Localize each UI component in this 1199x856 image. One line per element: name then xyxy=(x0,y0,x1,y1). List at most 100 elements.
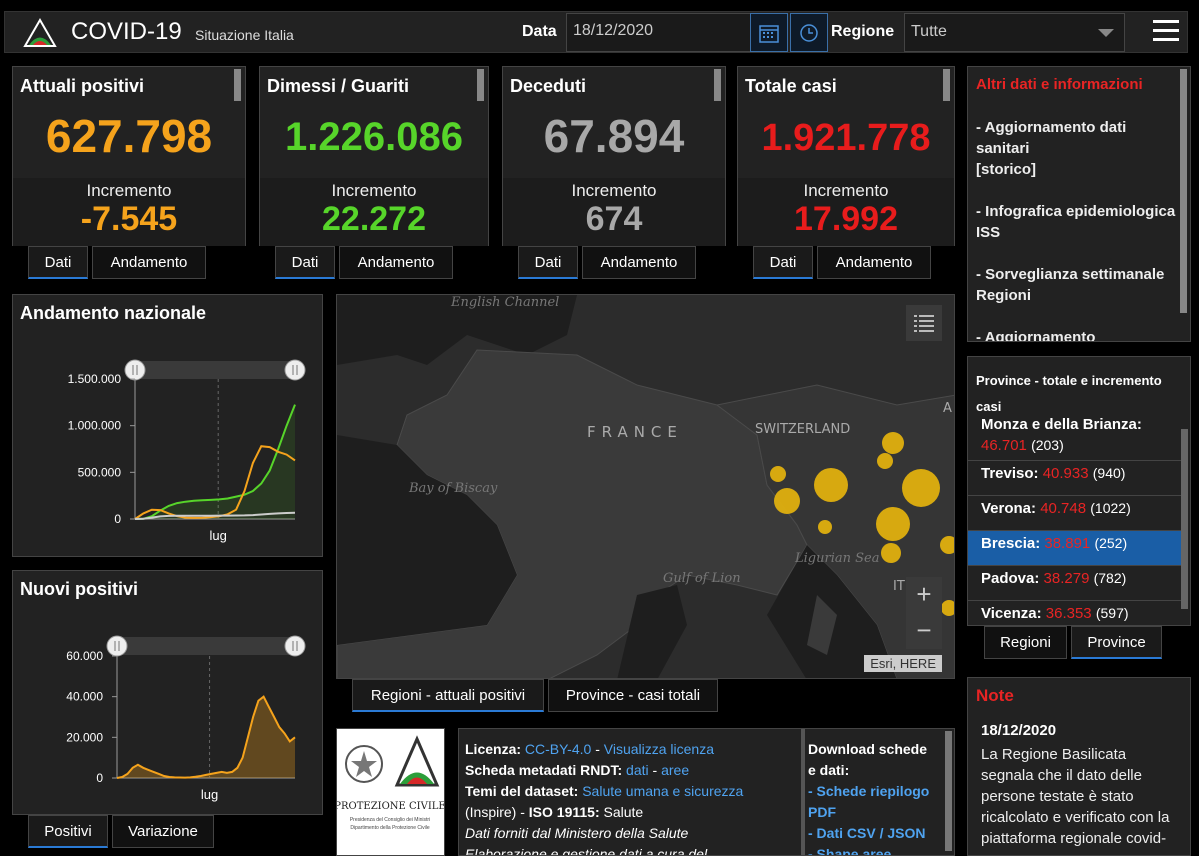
card-increment-value: 22.272 xyxy=(322,200,426,238)
tab-province-casi-totali[interactable]: Province - casi totali xyxy=(548,679,718,712)
y-tick-label: 500.000 xyxy=(78,465,122,479)
map-view[interactable]: English Channel FRANCE SWITZERLAND Bay o… xyxy=(336,294,955,679)
card-title: Attuali positivi xyxy=(20,76,145,96)
tab-andamento[interactable]: Andamento xyxy=(817,246,931,279)
y-tick-label: 1.500.000 xyxy=(68,372,122,386)
list-item[interactable]: Monza e della Brianza: 46.701 (203) xyxy=(968,413,1181,461)
calendar-button[interactable] xyxy=(750,13,788,52)
map-bubble xyxy=(876,507,910,541)
region-label: Regione xyxy=(831,23,895,40)
card-increment-value: 674 xyxy=(585,200,643,238)
nuovi-positivi-chart[interactable]: 60.000 40.000 20.000 0 lug xyxy=(13,571,324,816)
map-layers-button[interactable] xyxy=(906,305,942,341)
card-increment-label: Incremento xyxy=(803,181,889,200)
tab-dati[interactable]: Dati xyxy=(518,246,578,279)
card-scrollbar[interactable] xyxy=(477,69,484,101)
card-title: Dimessi / Guariti xyxy=(267,76,410,96)
app-subtitle: Situazione Italia xyxy=(195,27,294,43)
download-title: Download schede e dati: xyxy=(808,741,928,778)
temi-link[interactable]: Salute umana e sicurezza xyxy=(582,783,744,799)
series-area xyxy=(117,696,295,778)
tab-andamento[interactable]: Andamento xyxy=(582,246,696,279)
protezione-civile-logo-icon xyxy=(23,18,57,47)
time-button[interactable] xyxy=(790,13,828,52)
map-bubble xyxy=(770,466,786,482)
download-pdf-link[interactable]: - Schede riepilogo PDF xyxy=(808,783,930,820)
info-link-aggiornamento-dati[interactable]: - Aggiornamento dati sanitari [storico] xyxy=(976,119,1127,178)
card-increment-value: -7.545 xyxy=(80,200,178,238)
map-attribution: Esri, HERE xyxy=(864,655,942,672)
metadata-box: Licenza: CC-BY-4.0 - Visualizza licenza … xyxy=(458,728,955,856)
range-slider-handle-left xyxy=(124,359,146,381)
tab-andamento[interactable]: Andamento xyxy=(339,246,453,279)
x-tick-label: lug xyxy=(210,528,227,543)
tab-positivi[interactable]: Positivi xyxy=(28,815,108,848)
hamburger-menu-icon[interactable] xyxy=(1153,20,1179,44)
zoom-control: + − xyxy=(906,577,942,649)
map-bubble xyxy=(818,520,832,534)
scheda-dati-link[interactable]: dati xyxy=(626,762,649,778)
range-slider-handle-right xyxy=(284,635,306,657)
zoom-in-button[interactable]: + xyxy=(916,579,932,609)
tab-regioni[interactable]: Regioni xyxy=(984,626,1067,659)
info-panel-title: Altri dati e informazioni xyxy=(976,76,1143,93)
list-item[interactable]: Verona: 40.748 (1022) xyxy=(968,496,1181,531)
card-tabs-totale: Dati Andamento xyxy=(753,246,935,279)
chart-title: Andamento nazionale xyxy=(20,303,207,323)
map-label-gulf-of-lion: Gulf of Lion xyxy=(663,571,741,586)
note-text: La Regione Basilicata segnala che il dat… xyxy=(981,746,1170,847)
download-csv-link[interactable]: - Dati CSV / JSON xyxy=(808,825,926,841)
info-link-sorveglianza[interactable]: - Sorveglianza settimanale Regioni xyxy=(976,266,1165,304)
andamento-chart[interactable]: 1.500.000 1.000.000 500.000 0 lug xyxy=(13,295,324,558)
card-increment-label: Incremento xyxy=(86,181,172,200)
card-scrollbar[interactable] xyxy=(714,69,721,101)
card-scrollbar[interactable] xyxy=(234,69,241,101)
range-slider-handle-left xyxy=(106,635,128,657)
map-bubble xyxy=(881,543,901,563)
metadata-scrollbar[interactable] xyxy=(945,731,952,851)
map-label-italy: IT xyxy=(893,579,905,594)
tab-dati[interactable]: Dati xyxy=(275,246,335,279)
card-scrollbar[interactable] xyxy=(943,69,950,101)
tab-dati[interactable]: Dati xyxy=(28,246,88,279)
list-item[interactable]: Treviso: 40.933 (940) xyxy=(968,461,1181,496)
series-area xyxy=(135,404,295,519)
info-scrollbar[interactable] xyxy=(1180,69,1187,313)
tab-regioni-attuali-positivi[interactable]: Regioni - attuali positivi xyxy=(352,679,544,712)
list-item-selected[interactable]: Brescia: 38.891 (252) xyxy=(968,531,1181,566)
card-title: Deceduti xyxy=(510,76,587,96)
province-panel-title: Province - totale e incremento casi xyxy=(976,373,1162,414)
info-link-aggiornamento[interactable]: - Aggiornamento xyxy=(976,329,1096,342)
date-input[interactable]: 18/12/2020 xyxy=(566,13,752,52)
logo-text: PROTEZIONE CIVILE xyxy=(337,801,444,812)
card-totale-casi: Totale casi 1.921.778 Incremento 17.992 xyxy=(737,66,955,246)
chart-panel-nuovi-positivi: Nuovi positivi 60.000 40.000 20.000 0 lug xyxy=(12,570,323,815)
tab-province[interactable]: Province xyxy=(1071,626,1162,659)
download-shape-link[interactable]: - Shape aree xyxy=(808,846,892,856)
divider xyxy=(801,729,805,855)
map-bubble xyxy=(774,488,800,514)
tab-andamento[interactable]: Andamento xyxy=(92,246,206,279)
card-tabs-guariti: Dati Andamento xyxy=(275,246,457,279)
range-slider-track xyxy=(117,637,295,655)
clock-icon xyxy=(800,23,818,42)
temi-label: Temi del dataset: xyxy=(465,783,579,799)
region-select[interactable]: Tutte xyxy=(904,13,1125,52)
visualizza-licenza-link[interactable]: Visualizza licenza xyxy=(603,741,715,757)
series-line xyxy=(116,695,296,779)
map-label-austria: A xyxy=(943,401,952,416)
series-line xyxy=(134,511,296,520)
map-bubble xyxy=(877,453,893,469)
province-scrollbar[interactable] xyxy=(1181,429,1188,609)
y-tick-label: 0 xyxy=(96,771,103,785)
info-link-infografica[interactable]: - Infografica epidemiologica ISS xyxy=(976,203,1176,241)
map-bubble xyxy=(814,468,848,502)
map-basemap xyxy=(337,295,954,678)
zoom-out-button[interactable]: − xyxy=(916,615,932,645)
list-item[interactable]: Vicenza: 36.353 (597) xyxy=(968,601,1181,625)
scheda-aree-link[interactable]: aree xyxy=(661,762,690,778)
tab-variazione[interactable]: Variazione xyxy=(112,815,214,848)
licenza-link[interactable]: CC-BY-4.0 xyxy=(524,741,592,757)
list-item[interactable]: Padova: 38.279 (782) xyxy=(968,566,1181,601)
tab-dati[interactable]: Dati xyxy=(753,246,813,279)
